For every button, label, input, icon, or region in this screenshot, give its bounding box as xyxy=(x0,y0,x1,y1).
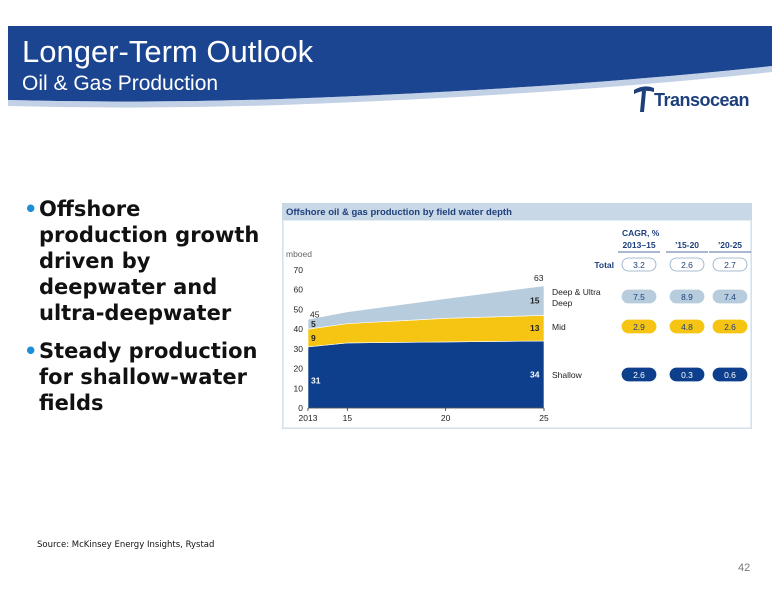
cagr-value: 0.6 xyxy=(724,370,736,380)
y-tick-label: 70 xyxy=(294,265,304,275)
cagr-value: 7.5 xyxy=(633,292,645,302)
data-label: 15 xyxy=(530,296,540,306)
y-tick-label: 10 xyxy=(294,383,304,393)
cagr-value: 7.4 xyxy=(724,292,736,302)
y-tick-label: 50 xyxy=(294,304,304,314)
legend-label-mid: Mid xyxy=(552,322,566,332)
header-banner xyxy=(8,26,772,108)
logo-text: Transocean xyxy=(654,90,750,110)
cagr-value: 2.6 xyxy=(724,322,736,332)
legend-label-shallow: Shallow xyxy=(552,370,583,380)
cagr-pill xyxy=(669,319,705,334)
slide-header: Longer-Term Outlook Oil & Gas Production… xyxy=(8,26,772,126)
x-tick-label: 20 xyxy=(441,413,451,423)
cagr-value: 2.6 xyxy=(681,260,693,270)
x-tick-label: 25 xyxy=(539,413,549,423)
cagr-pill xyxy=(621,319,657,334)
cagr-pill xyxy=(621,367,657,382)
bullet-text: Steady production for shallow-water fiel… xyxy=(39,339,258,415)
cagr-value: 8.9 xyxy=(681,292,693,302)
cagr-pill xyxy=(712,257,748,272)
cagr-value: 4.8 xyxy=(681,322,693,332)
cagr-column-header: 2013–15 xyxy=(622,240,655,250)
cagr-column-header: ’15-20 xyxy=(675,240,699,250)
bullet-list: • Offshore production growth driven by de… xyxy=(22,196,272,428)
y-tick-label: 20 xyxy=(294,364,304,374)
cagr-value: 2.6 xyxy=(633,370,645,380)
area-shallow xyxy=(307,340,545,409)
cagr-value: 0.3 xyxy=(681,370,693,380)
cagr-value: 3.2 xyxy=(633,260,645,270)
area-deep-ultra-deep xyxy=(307,285,545,330)
cagr-value: 2.7 xyxy=(724,260,736,270)
cagr-row-label: Total xyxy=(594,260,614,270)
y-tick-label: 40 xyxy=(294,324,304,334)
data-label: 34 xyxy=(530,369,540,379)
total-label-start: 45 xyxy=(310,309,320,319)
bullet-item: • Offshore production growth driven by de… xyxy=(22,196,272,326)
cagr-value: 2.9 xyxy=(633,322,645,332)
cagr-pill xyxy=(669,257,705,272)
y-tick-label: 60 xyxy=(294,285,304,295)
cagr-pill xyxy=(712,289,748,304)
x-tick-label: 2013 xyxy=(299,413,318,423)
chart-canvas: Offshore oil & gas production by field w… xyxy=(282,203,752,429)
bullet-text: Offshore production growth driven by dee… xyxy=(39,197,260,325)
transocean-logo-icon xyxy=(634,86,654,112)
cagr-pill xyxy=(712,367,748,382)
cagr-title: CAGR, % xyxy=(622,228,660,238)
total-label-end: 63 xyxy=(534,273,544,283)
slide-subtitle: Oil & Gas Production xyxy=(22,72,219,95)
y-tick-label: 30 xyxy=(294,344,304,354)
cagr-pill xyxy=(669,367,705,382)
data-label: 13 xyxy=(530,323,540,333)
legend-label-deep: Deep & Ultra Deep xyxy=(552,287,601,308)
cagr-pill xyxy=(712,319,748,334)
data-label: 5 xyxy=(311,319,316,329)
transocean-logo: Transocean xyxy=(632,82,772,116)
chart-title: Offshore oil & gas production by field w… xyxy=(286,207,512,218)
y-tick-label: 0 xyxy=(298,403,303,413)
data-label: 31 xyxy=(311,375,321,385)
cagr-pill xyxy=(621,289,657,304)
cagr-column-header: ’20-25 xyxy=(718,240,742,250)
data-label: 9 xyxy=(311,333,316,343)
bullet-item: • Steady production for shallow-water fie… xyxy=(22,338,272,416)
cagr-pill xyxy=(669,289,705,304)
chart-title-bar xyxy=(282,203,752,220)
bullet-dot-icon: • xyxy=(24,197,38,221)
bullet-dot-icon: • xyxy=(24,339,38,363)
y-axis-unit-label: mboed xyxy=(286,249,312,259)
source-note: Source: McKinsey Energy Insights, Rystad xyxy=(37,540,215,550)
slide-title: Longer-Term Outlook xyxy=(22,34,314,69)
cagr-pill xyxy=(621,257,657,272)
x-tick-label: 15 xyxy=(343,413,353,423)
production-chart: Offshore oil & gas production by field w… xyxy=(282,203,752,429)
page-number: 42 xyxy=(738,562,751,574)
